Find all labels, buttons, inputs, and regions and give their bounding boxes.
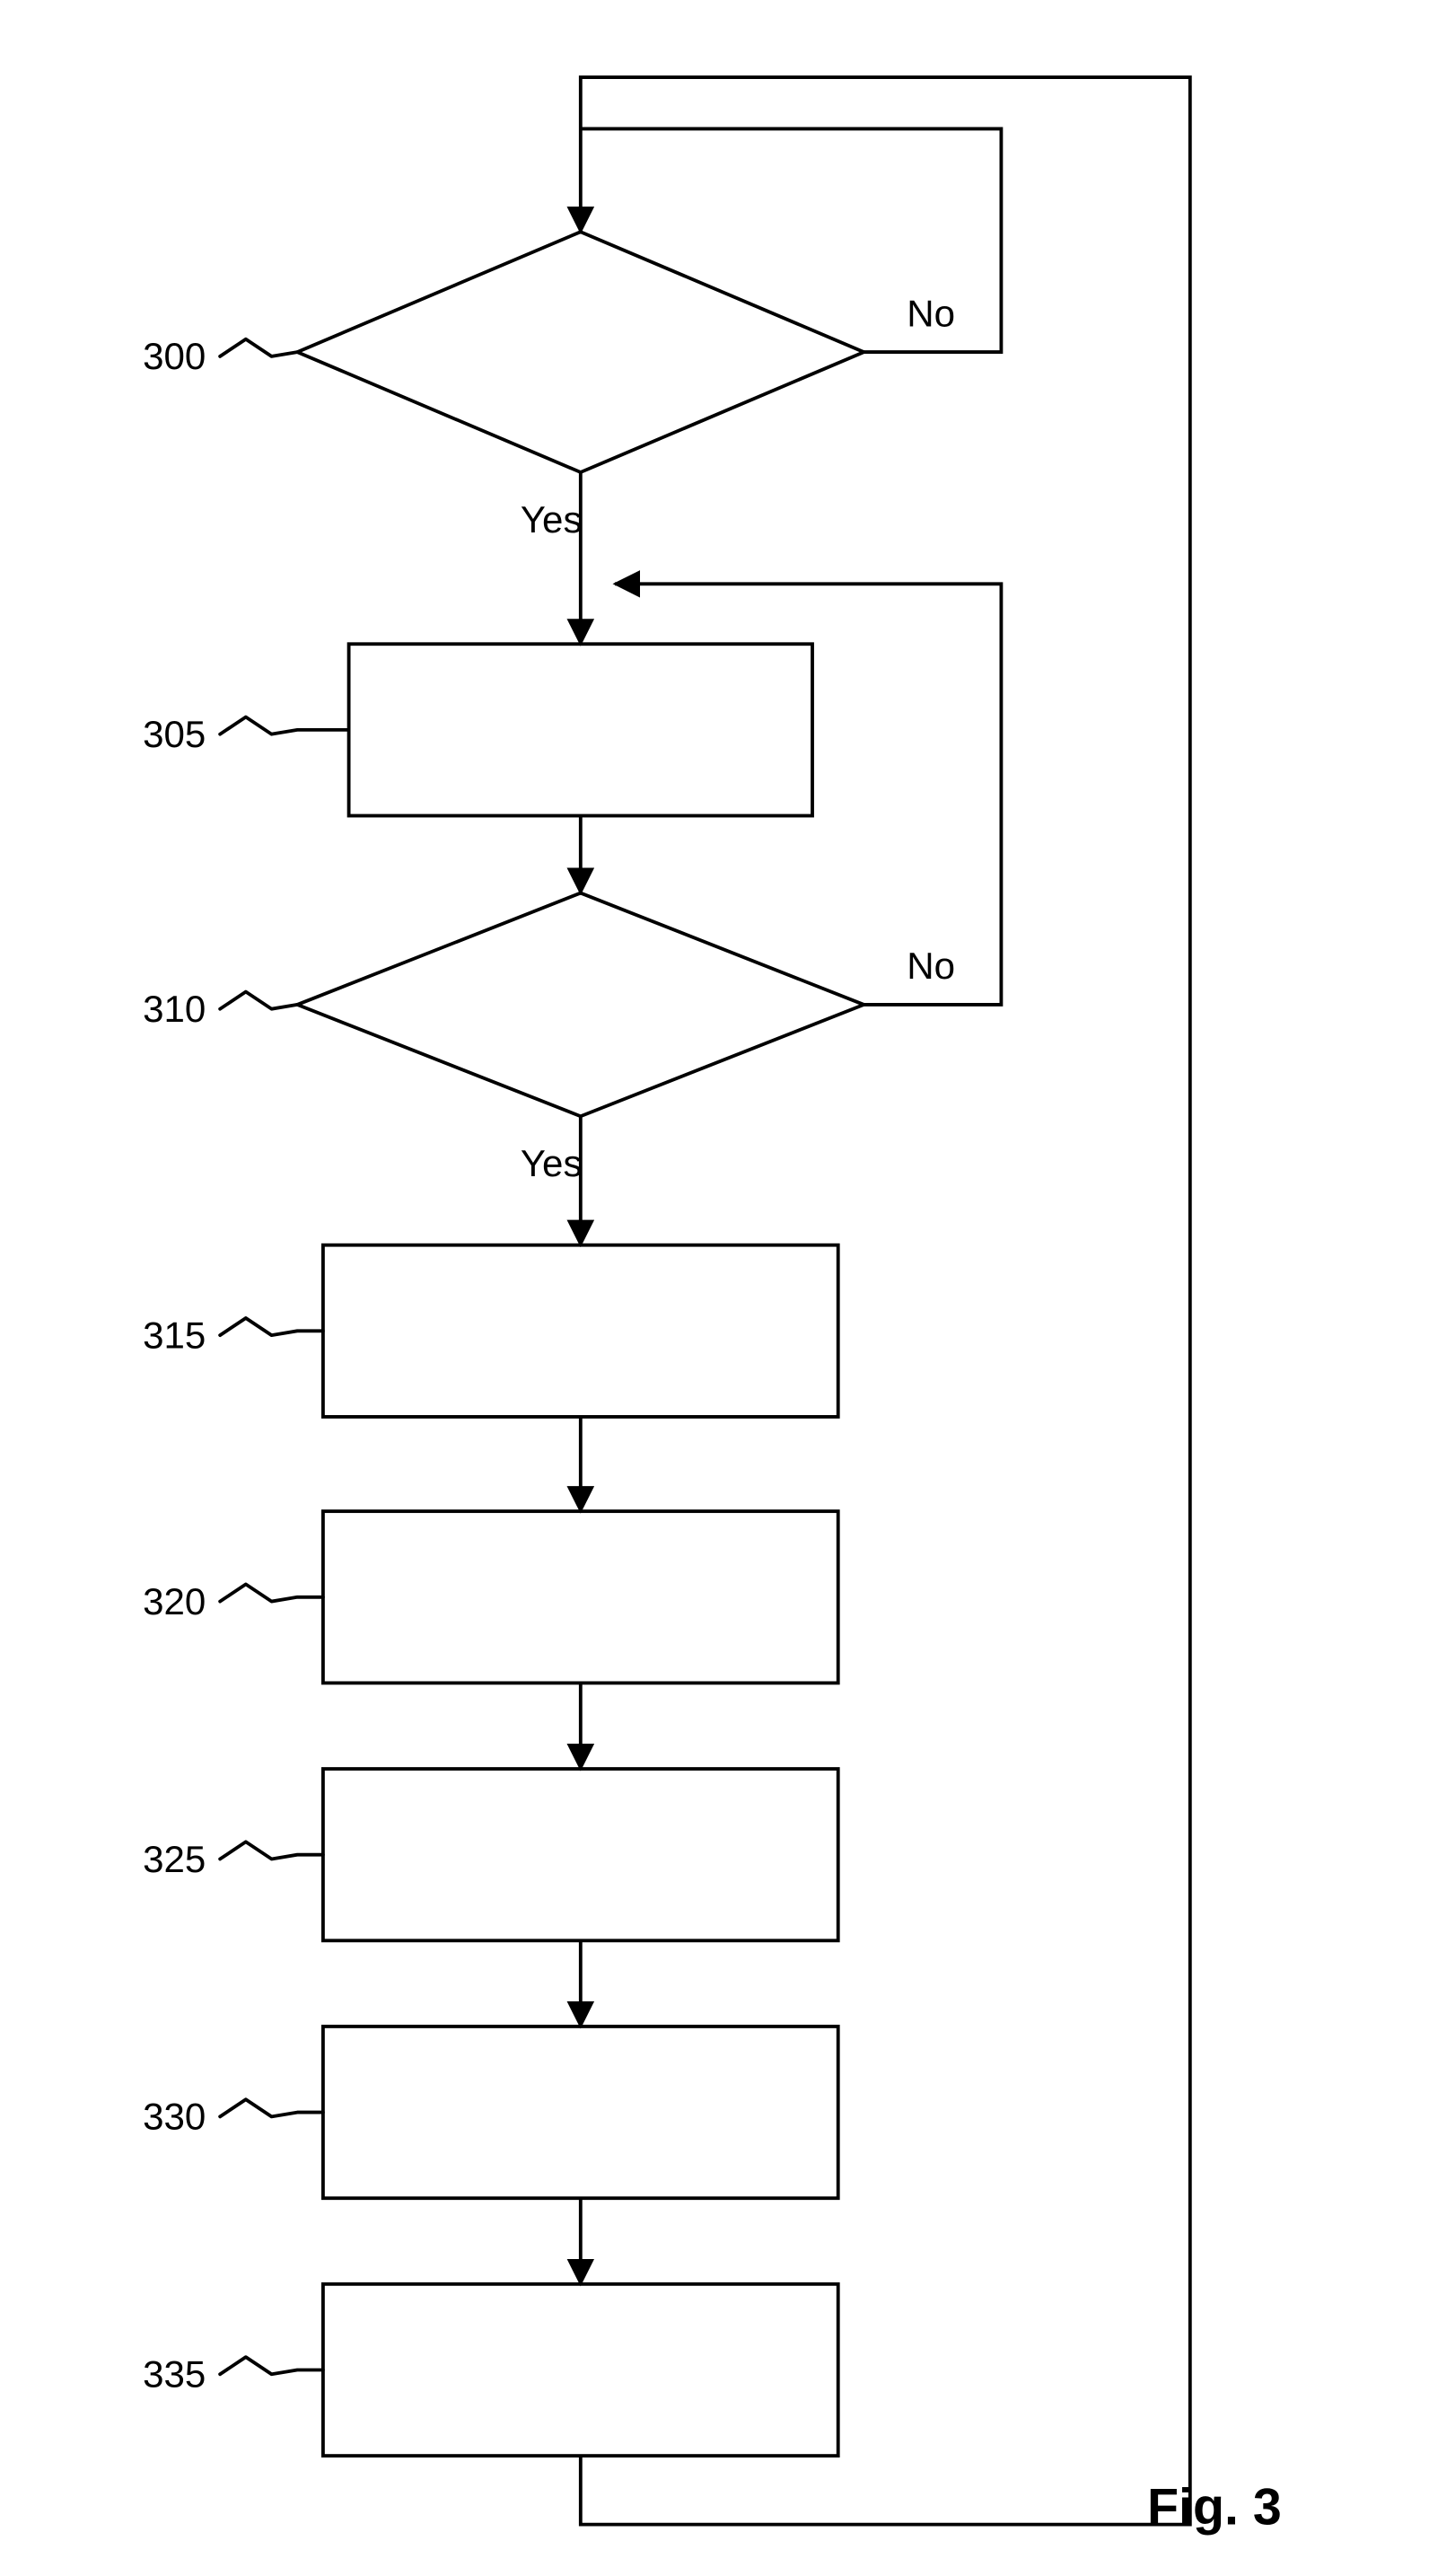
process-330 — [323, 2027, 838, 2198]
ref-leader-315 — [220, 1318, 323, 1335]
decision-300 — [297, 232, 864, 472]
edge-e335_loop — [581, 77, 1190, 2525]
edges-layer: Yes Yes No No — [521, 77, 1190, 2525]
ref-leader-320 — [220, 1584, 323, 1601]
ref-leaders-layer: 300 305 310 315 320 325 330 335 — [143, 335, 349, 2395]
ref-leader-330 — [220, 2099, 323, 2116]
process-315 — [323, 1245, 838, 1417]
ref-label-305: 305 — [143, 713, 206, 755]
process-320 — [323, 1511, 838, 1683]
process-325 — [323, 1769, 838, 1940]
edge-label-e300_no: No — [907, 292, 955, 334]
figure-label: Fig. 3 — [1147, 2479, 1282, 2536]
ref-leader-325 — [220, 1842, 323, 1859]
edge-label-e300_yes: Yes — [521, 498, 583, 541]
ref-label-320: 320 — [143, 1580, 206, 1622]
ref-leader-300 — [220, 339, 297, 356]
ref-leader-310 — [220, 992, 297, 1009]
ref-label-330: 330 — [143, 2096, 206, 2138]
edge-label-e310_yes: Yes — [521, 1142, 583, 1184]
edge-label-e310_no: No — [907, 945, 955, 987]
edge-e310_no — [615, 584, 1001, 1005]
process-335 — [323, 2284, 838, 2456]
flowchart-figure: Yes Yes No No 300 305 310 315 320 325 330 335 Fig.… — [0, 0, 1429, 2576]
ref-label-310: 310 — [143, 988, 206, 1030]
decision-310 — [297, 893, 864, 1117]
ref-label-300: 300 — [143, 335, 206, 377]
process-305 — [349, 644, 812, 815]
ref-label-325: 325 — [143, 1838, 206, 1880]
ref-leader-335 — [220, 2357, 323, 2374]
ref-label-335: 335 — [143, 2353, 206, 2396]
ref-leader-305 — [220, 717, 348, 734]
ref-label-315: 315 — [143, 1314, 206, 1356]
